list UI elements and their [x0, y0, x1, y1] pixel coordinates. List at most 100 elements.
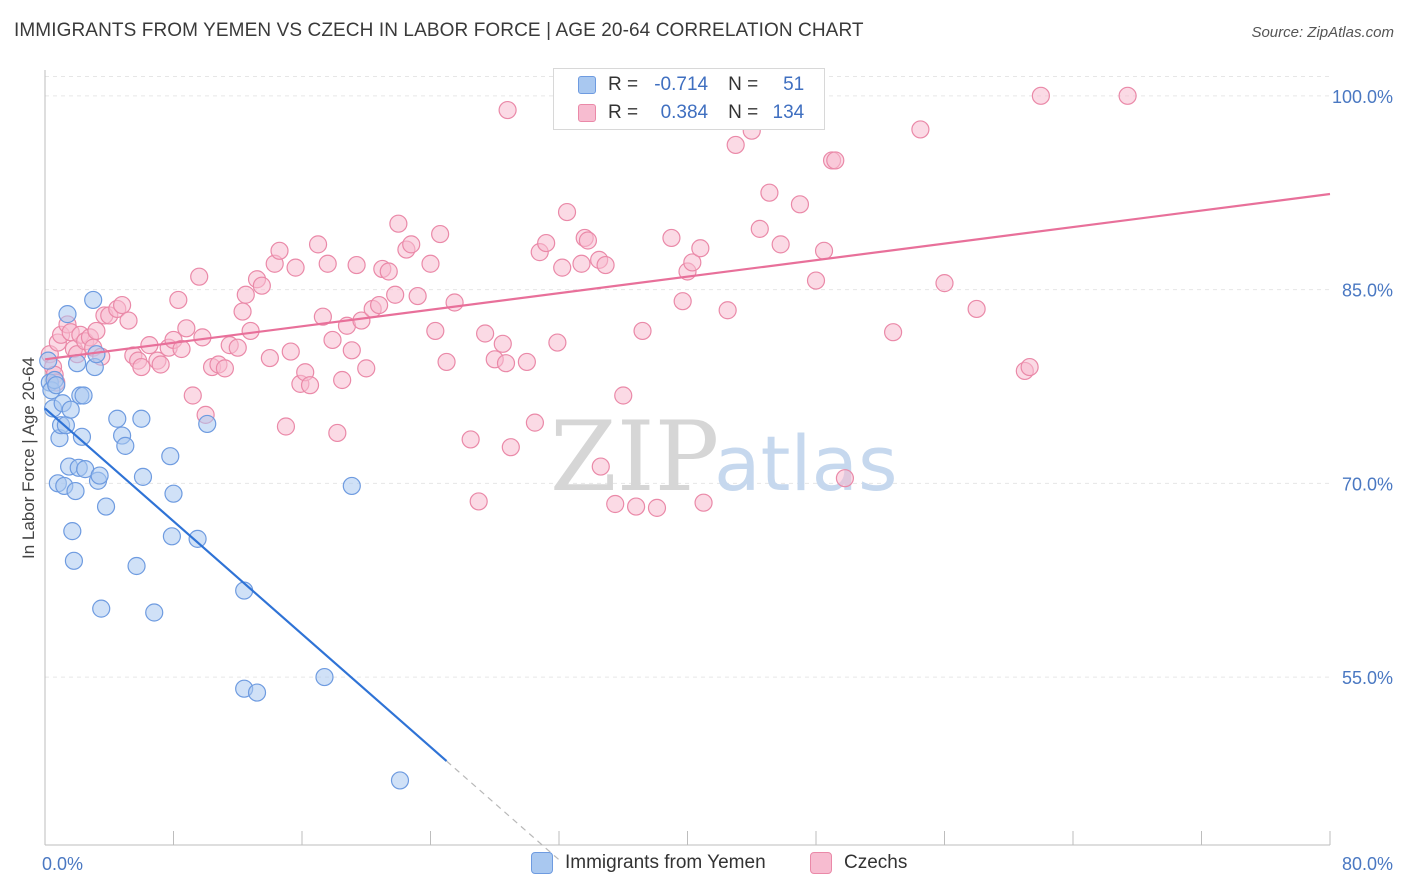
- czech-point: [300, 376, 320, 395]
- legend-r-value-czechs: 0.384: [660, 102, 709, 123]
- yemen-trend-line: [44, 407, 448, 762]
- czech-point: [431, 224, 450, 244]
- yemen-point: [63, 522, 82, 541]
- axes: [44, 70, 1331, 846]
- yemen-point: [90, 466, 109, 485]
- yemen-point: [39, 351, 58, 370]
- czech-point: [270, 241, 289, 260]
- yemen-point: [47, 376, 66, 395]
- czech-point: [379, 262, 398, 281]
- czech-point: [633, 321, 652, 341]
- y-tick-label: 100.0%: [1332, 87, 1393, 107]
- legend-n-label: N =: [728, 74, 759, 95]
- czech-point: [572, 254, 591, 273]
- legend-swatch-yemen: [578, 76, 596, 94]
- x-tick-label: 80.0%: [1342, 854, 1393, 874]
- czech-point: [177, 319, 196, 338]
- yemen-point: [92, 599, 111, 618]
- czech-point: [281, 342, 300, 361]
- czech-point: [333, 370, 352, 390]
- czech-point: [691, 239, 710, 258]
- czech-point: [252, 276, 271, 295]
- yemen-point: [64, 551, 84, 570]
- czech-point: [241, 321, 260, 341]
- czech-point: [835, 469, 855, 488]
- czech-point: [790, 195, 810, 214]
- czech-point: [328, 423, 347, 443]
- czech-point: [557, 202, 577, 222]
- czech-point: [553, 258, 572, 277]
- yemen-point: [66, 481, 85, 501]
- legend-swatch-czechs: [578, 104, 596, 122]
- yemen-point: [145, 603, 164, 622]
- yemen-point: [390, 771, 410, 790]
- czech-point: [626, 497, 646, 516]
- czech-point: [357, 359, 376, 378]
- czech-point: [814, 241, 834, 260]
- yemen-point: [162, 527, 181, 546]
- yemen-point: [315, 667, 334, 687]
- czech-point: [496, 354, 516, 373]
- x-tick-label: 0.0%: [42, 854, 83, 874]
- legend-r-label: R =: [608, 102, 639, 123]
- czech-point: [718, 301, 737, 320]
- czech-point: [883, 323, 903, 342]
- czech-point: [673, 292, 692, 311]
- czech-point: [426, 321, 445, 341]
- czechs-points: [40, 80, 1137, 517]
- czech-point: [578, 231, 598, 250]
- czech-point: [606, 494, 625, 514]
- czech-point: [537, 233, 556, 253]
- y-tick-label: 85.0%: [1342, 281, 1393, 301]
- y-tick-labels: 55.0% 70.0% 85.0% 100.0%: [1332, 87, 1393, 688]
- y-tick-label: 55.0%: [1342, 668, 1393, 688]
- czech-point: [112, 295, 132, 315]
- czech-point: [437, 352, 456, 372]
- czech-point: [421, 254, 440, 273]
- czech-point: [493, 334, 512, 353]
- czech-point: [313, 307, 332, 326]
- yemen-point: [342, 476, 361, 496]
- legend-row-yemen: R = -0.714 N = 51: [578, 73, 804, 97]
- yemen-points: [39, 290, 410, 790]
- czech-point: [370, 295, 389, 315]
- czech-point: [694, 493, 713, 512]
- czech-point: [662, 228, 681, 248]
- czech-point: [498, 100, 517, 120]
- yemen-point: [74, 386, 93, 405]
- yemen-point: [198, 414, 217, 434]
- czech-point: [614, 386, 633, 405]
- yemen-point: [61, 400, 80, 419]
- czech-point: [408, 286, 427, 306]
- czech-point: [826, 151, 845, 170]
- yemen-point: [133, 467, 153, 486]
- czech-point: [501, 438, 520, 457]
- czech-point: [286, 258, 305, 277]
- czech-point: [1020, 357, 1039, 377]
- chart-title: IMMIGRANTS FROM YEMEN VS CZECH IN LABOR …: [14, 20, 864, 41]
- x-tick-labels: 0.0% 80.0%: [42, 854, 1393, 874]
- czech-point: [228, 338, 247, 357]
- czech-point: [469, 492, 488, 511]
- czech-point: [386, 285, 405, 304]
- czech-point: [260, 348, 279, 368]
- czech-point: [342, 341, 361, 360]
- correlation-legend: R = -0.714 N = 51 R = 0.384 N = 134: [553, 68, 825, 130]
- bottom-legend-label-yemen: Immigrants from Yemen: [565, 852, 766, 873]
- czechs-trend-line: [44, 192, 1331, 361]
- yemen-point: [108, 409, 127, 428]
- czech-point: [726, 135, 745, 155]
- czech-point: [347, 255, 366, 275]
- legend-r-label: R =: [608, 74, 639, 95]
- trend-lines: [44, 192, 1331, 861]
- legend-r-value-yemen: -0.714: [654, 74, 709, 95]
- bottom-legend-yemen: Immigrants from Yemen: [531, 852, 766, 874]
- source-label: Source: ZipAtlas.com: [1251, 24, 1394, 41]
- czech-point: [236, 285, 255, 304]
- czech-point: [771, 235, 790, 254]
- yemen-point: [116, 436, 135, 455]
- czech-point: [806, 271, 826, 290]
- czech-point: [132, 357, 151, 377]
- czech-point: [1118, 86, 1137, 105]
